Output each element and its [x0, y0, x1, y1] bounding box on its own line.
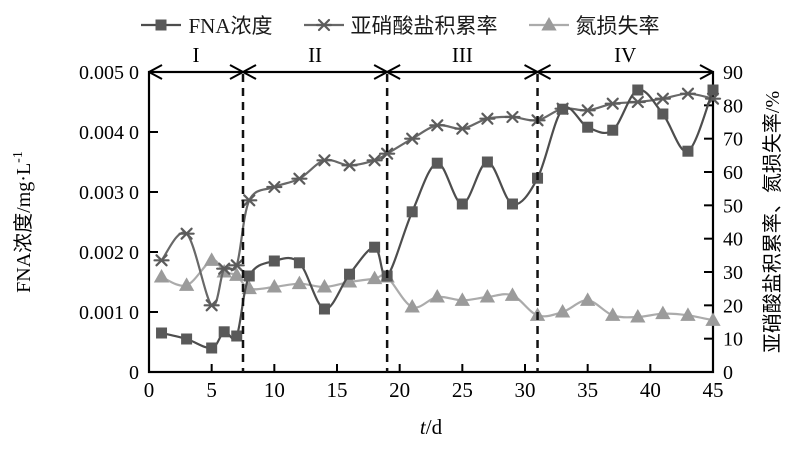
x-tick-label: 25 — [452, 378, 473, 402]
y-right-tick-label: 40 — [723, 229, 743, 251]
triangle-marker-icon — [528, 16, 569, 31]
legend-item-nitrite: 亚硝酸盐积累率 — [303, 10, 498, 40]
x-tick-label: 20 — [389, 378, 410, 402]
y-right-tick-label: 50 — [723, 195, 743, 217]
legend-label-nloss: 氮损失率 — [575, 14, 660, 38]
phase-label: I — [193, 43, 200, 67]
y-right-tick-label: 20 — [723, 295, 743, 317]
x-tick-label: 10 — [264, 378, 285, 402]
plot-frame — [147, 70, 715, 374]
x-tick-label: 15 — [327, 378, 348, 402]
series-triangle — [153, 252, 721, 326]
y-left-tick-label: 0 — [129, 362, 139, 384]
phase-annotations: I II III IV — [148, 43, 714, 80]
legend-item-fna: FNA浓度 — [140, 10, 273, 40]
asterisk-marker-icon — [303, 18, 344, 32]
legend-label-nitrite: 亚硝酸盐积累率 — [350, 14, 498, 38]
x-tick-label: 30 — [515, 378, 536, 402]
series-markers-asterisk — [153, 87, 722, 312]
x-tick-label: 35 — [577, 378, 598, 402]
x-tick-label: 0 — [144, 378, 155, 402]
y-right-tick-label: 80 — [723, 95, 743, 117]
y-right-tick-label: 60 — [723, 162, 743, 184]
phase-label: IV — [614, 43, 636, 67]
y-right-tick-label: 0 — [723, 362, 733, 384]
y-right-tick-label: 70 — [723, 129, 743, 151]
y-left-tick-label: 0.002 0 — [79, 242, 139, 264]
phase-boundaries — [241, 74, 539, 372]
y-right-tick-label: 30 — [723, 262, 743, 284]
x-tick-label: 40 — [640, 378, 661, 402]
phase-label: III — [452, 43, 473, 67]
y-right-axis-title: 亚硝酸盐积累率、氮损失率/% — [761, 91, 784, 353]
y-left-tick-label: 0.001 0 — [79, 302, 139, 324]
phase-label: II — [308, 43, 322, 67]
series-asterisk — [153, 87, 722, 312]
legend-label-fna: FNA浓度 — [188, 14, 273, 38]
square-marker-icon — [141, 19, 182, 31]
legend-item-nloss: 氮损失率 — [528, 10, 660, 40]
series-markers-triangle — [153, 252, 721, 326]
x-tick-label: 45 — [703, 378, 724, 402]
y-left-axis-title: FNA浓度/mg·L-1 — [11, 151, 35, 293]
y-left-tick-label: 0.003 0 — [79, 182, 139, 204]
y-right-tick-label: 10 — [723, 329, 743, 351]
y-left-tick-label: 0.005 0 — [79, 62, 139, 84]
y-right-tick-label: 90 — [723, 62, 743, 84]
y-left-tick-label: 0.004 0 — [79, 122, 139, 144]
x-tick-label: 5 — [206, 378, 217, 402]
x-axis-title: t/d — [420, 415, 443, 439]
series-square — [156, 84, 719, 354]
chart-legend: FNA浓度 亚硝酸盐积累率 氮损失率 — [0, 10, 800, 40]
